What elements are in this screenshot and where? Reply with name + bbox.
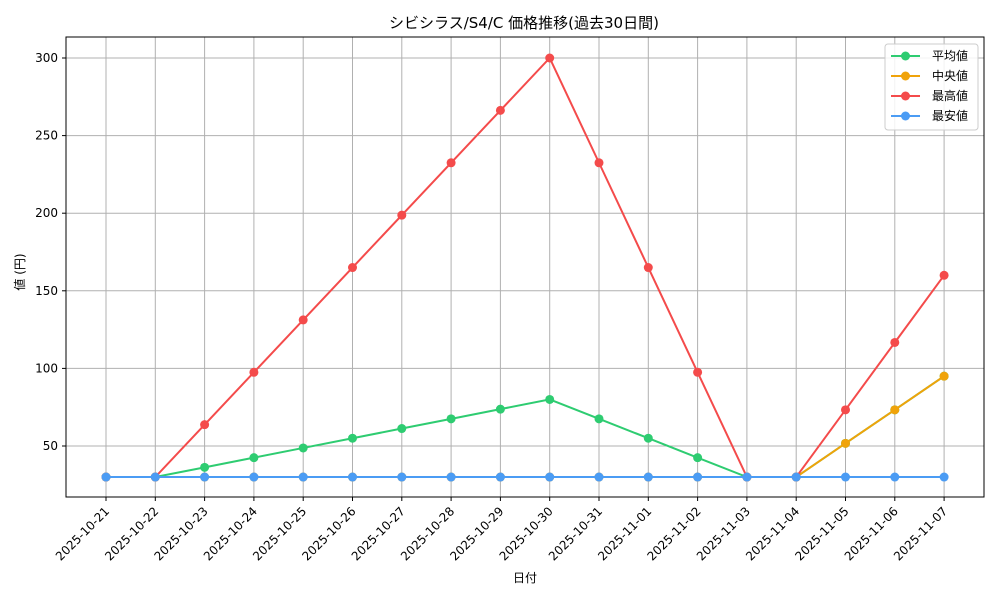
series-最安値	[101, 472, 949, 482]
y-tick-label: 200	[35, 206, 58, 220]
y-tick-label: 250	[35, 129, 58, 143]
legend-item: 平均値	[891, 48, 968, 63]
legend-item: 最安値	[891, 108, 968, 123]
series-中央値	[101, 371, 949, 482]
series-平均値	[101, 371, 949, 482]
plot-frame	[65, 36, 985, 498]
svg-text:最安値: 最安値	[932, 108, 968, 123]
y-tick-label: 150	[35, 284, 58, 298]
svg-text:最高値: 最高値	[932, 88, 968, 103]
series-lines	[101, 53, 949, 482]
y-axis-ticks: 50 100 150 200 250 300	[35, 51, 66, 453]
chart-title: シビシラス/S4/C 価格推移(過去30日間)	[389, 14, 659, 32]
legend-item: 中央値	[891, 68, 968, 83]
svg-text:中央値: 中央値	[932, 68, 968, 83]
y-tick-label: 300	[35, 51, 58, 65]
y-axis-label: 値 (円)	[12, 253, 27, 290]
y-tick-label: 50	[43, 439, 58, 453]
y-tick-label: 100	[35, 361, 58, 375]
legend-item: 最高値	[891, 88, 968, 103]
x-axis-label: 日付	[513, 571, 537, 585]
x-axis-ticks: 2025-10-212025-10-222025-10-232025-10-24…	[53, 497, 950, 563]
series-最高値	[101, 53, 949, 482]
svg-text:平均値: 平均値	[932, 48, 968, 63]
grid	[66, 37, 984, 497]
